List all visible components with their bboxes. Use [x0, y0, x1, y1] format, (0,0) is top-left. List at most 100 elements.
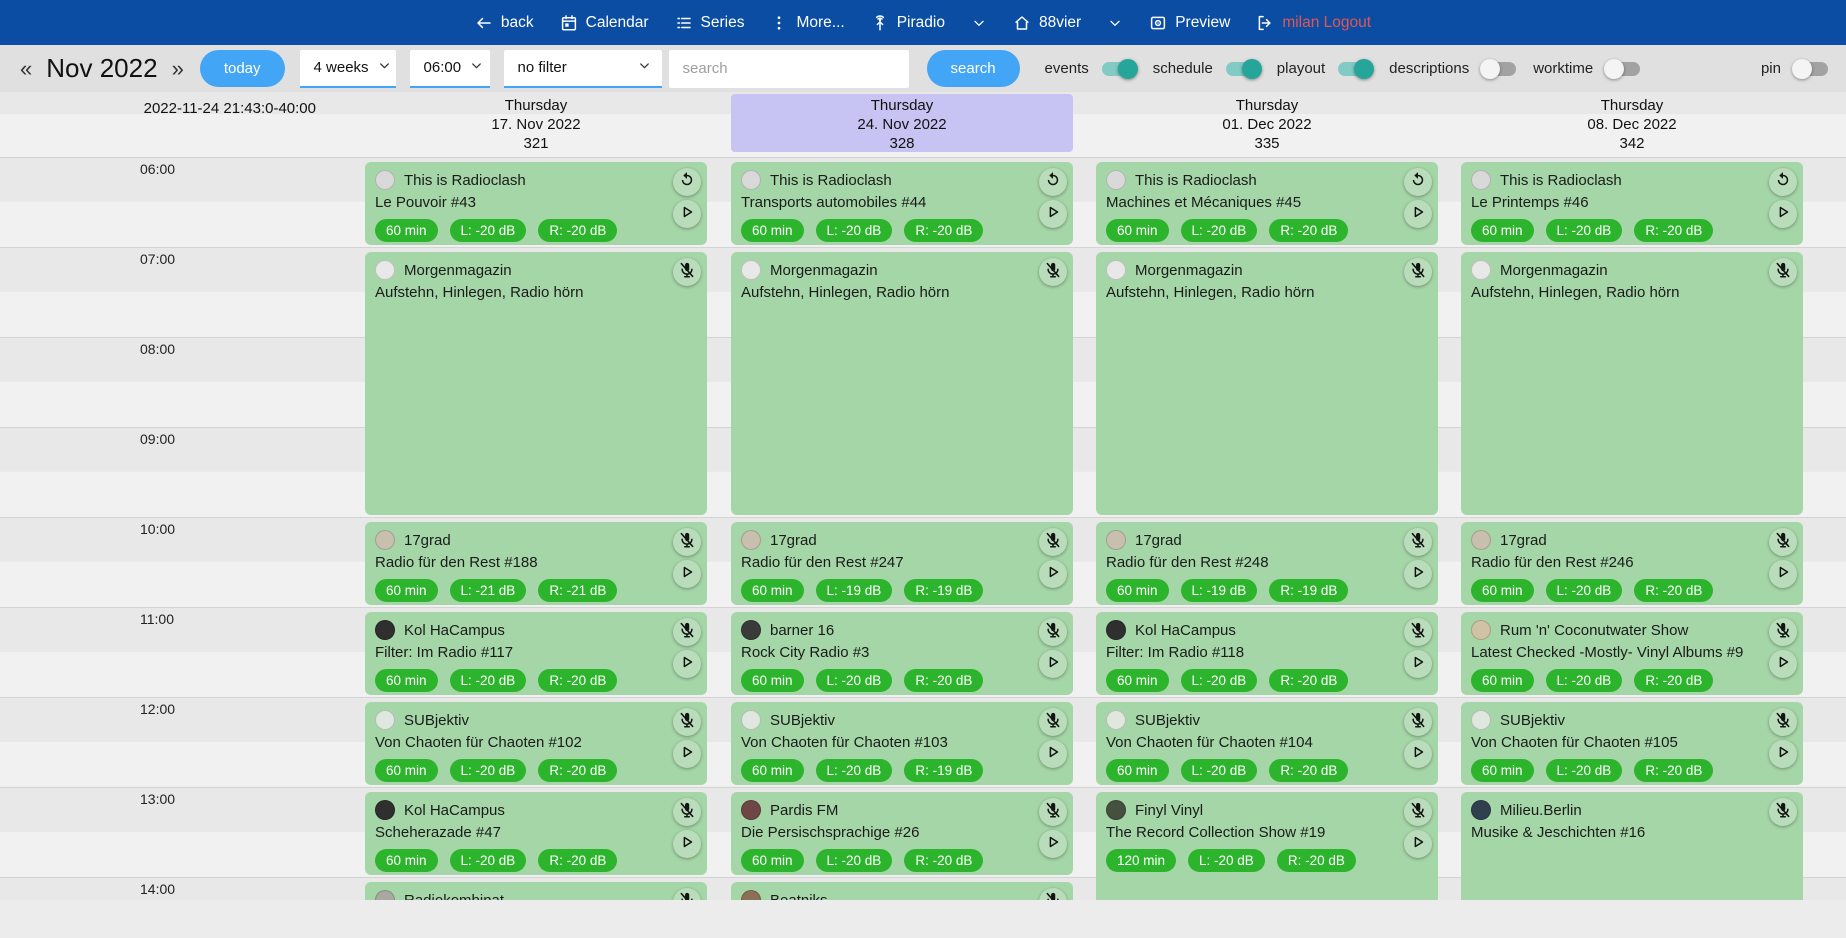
event-card[interactable]: SUBjektiv Von Chaoten für Chaoten #104 60 … — [1096, 702, 1438, 785]
event-card[interactable]: SUBjektiv Von Chaoten für Chaoten #105 60 … — [1461, 702, 1803, 785]
mic-off-button[interactable] — [673, 798, 701, 826]
pin-toggle[interactable] — [1792, 58, 1828, 79]
day-column-header[interactable]: Thursday 24. Nov 2022 328 — [731, 94, 1073, 152]
weeks-select[interactable]: 4 weeks — [299, 49, 396, 88]
event-card[interactable]: Kol HaCampus Scheherazade #47 60 min L: -20… — [365, 792, 707, 875]
mic-off-button[interactable] — [1404, 798, 1432, 826]
event-card[interactable]: This is Radioclash Transports automobiles… — [731, 162, 1073, 245]
play-button[interactable] — [1404, 740, 1432, 768]
worktime-toggle[interactable] — [1604, 58, 1641, 79]
event-card[interactable]: barner 16 Rock City Radio #3 60 min L: -20 … — [731, 612, 1073, 695]
search-input[interactable] — [668, 49, 909, 88]
event-card[interactable]: 17grad Radio für den Rest #188 60 min L: -2… — [365, 522, 707, 605]
chevron-down-icon[interactable] — [1107, 15, 1123, 31]
mic-off-button[interactable] — [1769, 708, 1797, 736]
play-button[interactable] — [1039, 560, 1067, 588]
play-button[interactable] — [1769, 740, 1797, 768]
day-column-header[interactable]: Thursday 08. Dec 2022 342 — [1461, 94, 1803, 152]
event-card[interactable]: Finyl Vinyl The Record Collection Show #1… — [1096, 792, 1438, 900]
event-card[interactable]: Radiokombinat — [365, 882, 707, 900]
play-button[interactable] — [673, 830, 701, 858]
play-button[interactable] — [673, 560, 701, 588]
day-column-header[interactable]: Thursday 17. Nov 2022 321 — [365, 94, 707, 152]
prev-month-button[interactable]: « — [20, 55, 33, 81]
mic-off-button[interactable] — [1039, 798, 1067, 826]
mic-off-button[interactable] — [673, 258, 701, 286]
mic-off-button[interactable] — [673, 888, 701, 900]
replay-button[interactable] — [673, 168, 701, 196]
mic-off-button[interactable] — [1769, 258, 1797, 286]
descriptions-toggle[interactable] — [1480, 58, 1517, 79]
time-label: 10:00 — [140, 521, 176, 537]
event-card[interactable]: Milieu.Berlin Musike & Jeschichten #16 — [1461, 792, 1803, 900]
play-button[interactable] — [1039, 650, 1067, 678]
chevron-down-icon[interactable] — [971, 15, 987, 31]
event-card[interactable]: Morgenmagazin Aufstehn, Hinlegen, Radio h… — [365, 252, 707, 515]
event-card[interactable]: Kol HaCampus Filter: Im Radio #118 60 min L… — [1096, 612, 1438, 695]
play-button[interactable] — [673, 740, 701, 768]
mic-off-button[interactable] — [1039, 708, 1067, 736]
nav-item-calendar[interactable]: Calendar — [560, 14, 649, 32]
nav-item-more[interactable]: More... — [770, 14, 845, 32]
nav-item-milan-logout[interactable]: milan Logout — [1256, 14, 1371, 32]
nav-item-series[interactable]: Series — [675, 14, 744, 32]
event-card[interactable]: Morgenmagazin Aufstehn, Hinlegen, Radio h… — [1461, 252, 1803, 515]
replay-button[interactable] — [1769, 168, 1797, 196]
nav-item-88vier[interactable]: 88vier — [1013, 14, 1081, 32]
search-button[interactable]: search — [926, 50, 1020, 87]
mic-off-button[interactable] — [1404, 528, 1432, 556]
mic-off-button[interactable] — [673, 708, 701, 736]
replay-button[interactable] — [1039, 168, 1067, 196]
event-card[interactable]: Rum 'n' Coconutwater Show Latest Checked … — [1461, 612, 1803, 695]
play-button[interactable] — [1769, 200, 1797, 228]
play-button[interactable] — [1404, 830, 1432, 858]
today-button[interactable]: today — [199, 50, 285, 87]
play-button[interactable] — [1039, 740, 1067, 768]
play-button[interactable] — [1769, 560, 1797, 588]
event-card[interactable]: Kol HaCampus Filter: Im Radio #117 60 min L… — [365, 612, 707, 695]
mic-off-button[interactable] — [1039, 618, 1067, 646]
play-button[interactable] — [1769, 650, 1797, 678]
schedule-toggle[interactable] — [1225, 58, 1262, 79]
play-button[interactable] — [673, 200, 701, 228]
play-button[interactable] — [1404, 200, 1432, 228]
event-card[interactable]: This is Radioclash Le Pouvoir #43 60 min L:… — [365, 162, 707, 245]
playout-toggle[interactable] — [1338, 58, 1375, 79]
play-button[interactable] — [1404, 650, 1432, 678]
mic-off-button[interactable] — [1769, 618, 1797, 646]
event-card[interactable]: This is Radioclash Machines et Mécaniques… — [1096, 162, 1438, 245]
event-card[interactable]: Beatniks — [731, 882, 1073, 900]
mic-off-button[interactable] — [1769, 798, 1797, 826]
event-card[interactable]: 17grad Radio für den Rest #247 60 min L: -1… — [731, 522, 1073, 605]
day-column-header[interactable]: Thursday 01. Dec 2022 335 — [1096, 94, 1438, 152]
mic-off-button[interactable] — [1404, 618, 1432, 646]
mic-off-button[interactable] — [1039, 528, 1067, 556]
mic-off-button[interactable] — [1404, 258, 1432, 286]
nav-item-preview[interactable]: Preview — [1149, 14, 1230, 32]
play-button[interactable] — [1039, 200, 1067, 228]
mic-off-button[interactable] — [1769, 528, 1797, 556]
event-card[interactable]: 17grad Radio für den Rest #246 60 min L: -2… — [1461, 522, 1803, 605]
events-toggle[interactable] — [1101, 58, 1138, 79]
mic-off-button[interactable] — [673, 528, 701, 556]
mic-off-button[interactable] — [673, 618, 701, 646]
mic-off-button[interactable] — [1404, 708, 1432, 736]
play-button[interactable] — [1404, 560, 1432, 588]
nav-item-piradio[interactable]: Piradio — [871, 14, 945, 32]
play-button[interactable] — [1039, 830, 1067, 858]
replay-button[interactable] — [1404, 168, 1432, 196]
nav-item-back[interactable]: back — [475, 14, 534, 32]
start-time-select[interactable]: 06:00 — [409, 49, 490, 88]
event-card[interactable]: Morgenmagazin Aufstehn, Hinlegen, Radio h… — [1096, 252, 1438, 515]
event-card[interactable]: This is Radioclash Le Printemps #46 60 min… — [1461, 162, 1803, 245]
event-card[interactable]: SUBjektiv Von Chaoten für Chaoten #102 60 … — [365, 702, 707, 785]
event-card[interactable]: Morgenmagazin Aufstehn, Hinlegen, Radio h… — [731, 252, 1073, 515]
mic-off-button[interactable] — [1039, 258, 1067, 286]
mic-off-button[interactable] — [1039, 888, 1067, 900]
play-button[interactable] — [673, 650, 701, 678]
event-card[interactable]: Pardis FM Die Persischsprachige #26 60 min… — [731, 792, 1073, 875]
next-month-button[interactable]: » — [171, 55, 184, 81]
event-card[interactable]: SUBjektiv Von Chaoten für Chaoten #103 60 … — [731, 702, 1073, 785]
filter-select[interactable]: no filter — [503, 49, 662, 88]
event-card[interactable]: 17grad Radio für den Rest #248 60 min L: -1… — [1096, 522, 1438, 605]
